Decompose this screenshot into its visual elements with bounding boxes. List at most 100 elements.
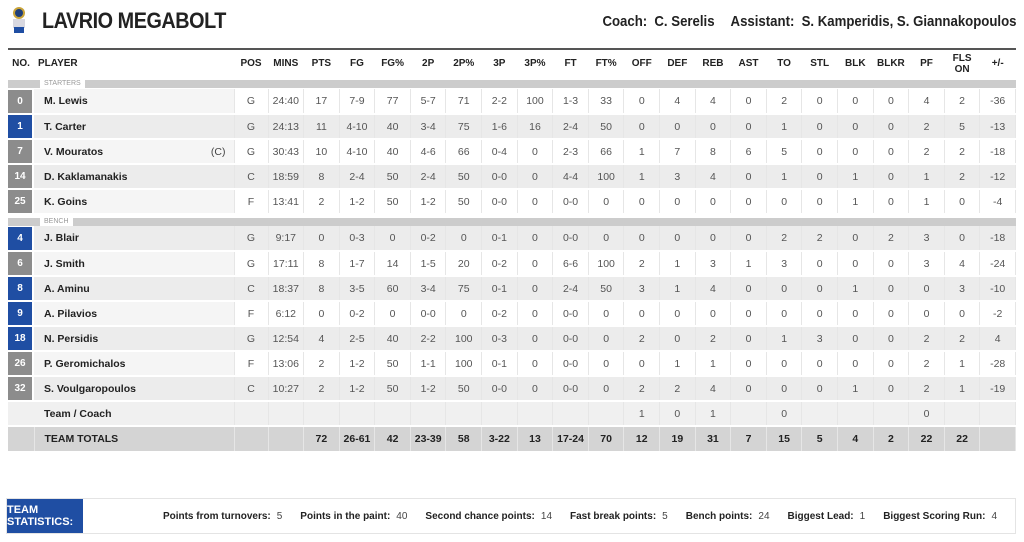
stat-mins [268, 401, 305, 427]
stat-ft: 2-3 [552, 139, 589, 165]
stat-2p: 0-0 [410, 301, 447, 327]
stat-mins: 10:27 [268, 376, 305, 402]
stat-to: 2 [766, 226, 803, 252]
column-header[interactable]: FLS ON [944, 48, 980, 77]
column-header[interactable]: +/- [979, 48, 1016, 77]
stat-3p: 0-0 [481, 164, 518, 190]
column-header[interactable]: TO [766, 48, 802, 77]
stat-pts: 8 [303, 164, 340, 190]
player-name[interactable]: A. Aminu [34, 276, 235, 302]
player-name[interactable]: A. Pilavios [34, 301, 235, 327]
stat-to: 0 [766, 301, 803, 327]
jersey-number-cell: 8 [8, 276, 34, 302]
stat-stl [801, 401, 838, 427]
column-header[interactable]: NO. [8, 48, 34, 77]
stat-fg-: 40 [374, 114, 411, 140]
stat-2p: 4-6 [410, 139, 447, 165]
stat-reb: 0 [695, 301, 732, 327]
stat-ast: 0 [730, 301, 767, 327]
stat-pts: 0 [303, 301, 340, 327]
team-stat-label: Points in the paint: [300, 510, 391, 522]
column-header[interactable]: 2P [410, 48, 446, 77]
stat-fls-on: 1 [944, 351, 981, 377]
player-name[interactable]: T. Carter [34, 114, 235, 140]
stat-3p: 0-4 [481, 139, 518, 165]
stat-fg: 7-9 [339, 89, 376, 115]
player-name[interactable]: S. Voulgaropoulos [34, 376, 235, 402]
stat-def: 1 [659, 276, 696, 302]
stat-3p: 0-1 [481, 276, 518, 302]
player-name[interactable]: D. Kaklamanakis [34, 164, 235, 190]
stat--: -18 [979, 139, 1016, 165]
column-header[interactable]: POS [234, 48, 268, 77]
column-header[interactable]: BLK [837, 48, 874, 77]
stat-def: 0 [659, 301, 696, 327]
team-stat-value: 40 [396, 510, 408, 522]
stat-fg: 3-5 [339, 276, 376, 302]
column-header[interactable]: FT% [588, 48, 624, 77]
section-label: BENCH [40, 216, 73, 227]
stat-off: 0 [623, 114, 661, 140]
column-header[interactable]: 3P [481, 48, 518, 77]
stat-3p-: 0 [517, 226, 554, 252]
column-header[interactable]: BLKR [873, 48, 909, 77]
stat-reb: 1 [695, 351, 732, 377]
team-stat-item: Points from turnovers: 5 [163, 511, 282, 522]
stat-ft: 2-4 [552, 276, 589, 302]
stat-pts: 0 [303, 226, 340, 252]
stat-off: 0 [623, 301, 661, 327]
column-header[interactable]: PTS [303, 48, 340, 77]
player-name[interactable]: M. Lewis [34, 89, 235, 115]
player-name[interactable]: J. Blair [34, 226, 235, 252]
column-header[interactable]: FG [339, 48, 375, 77]
player-row: 9 A. Pilavios F 6:12 0 0-2 0 0-0 0 0-2 0 0-0 0 0 0 0 0 0 0… [8, 301, 1016, 327]
team-stat-value: 5 [276, 510, 283, 522]
player-name[interactable]: N. Persidis [34, 326, 235, 352]
stat-fg: 1-7 [339, 251, 376, 277]
stat-3p-: 0 [517, 251, 554, 277]
column-header[interactable]: MINS [268, 48, 304, 77]
stat-ft-: 0 [588, 326, 625, 352]
section-label: STARTERS [40, 79, 85, 89]
stat-mins: 12:54 [268, 326, 305, 352]
player-row: 6 J. Smith G 17:11 8 1-7 14 1-5 20 0-2 0 6-6 100 2 1 3 1… [8, 251, 1016, 277]
column-header[interactable]: STL [801, 48, 838, 77]
stat-2p: 2-4 [410, 164, 447, 190]
stat--: -19 [979, 376, 1016, 402]
column-header[interactable]: FT [552, 48, 589, 77]
stat-blk: 0 [837, 301, 874, 327]
column-header[interactable]: DEF [659, 48, 696, 77]
player-name[interactable]: V. Mouratos (C) [34, 139, 235, 165]
column-header[interactable]: 3P% [517, 48, 553, 77]
stat--: -4 [979, 189, 1016, 215]
stat-blk: 0 [837, 139, 874, 165]
jersey-number-cell [8, 401, 34, 427]
stat-reb: 0 [695, 114, 732, 140]
stat-ft-: 0 [588, 351, 625, 377]
jersey-number-cell [8, 426, 35, 453]
player-name[interactable]: K. Goins [34, 189, 235, 215]
column-header[interactable]: 2P% [445, 48, 482, 77]
stat-def: 0 [659, 114, 696, 140]
player-row: 25 K. Goins F 13:41 2 1-2 50 1-2 50 0-0 0 0-0 0 0 0 0 0 0… [8, 189, 1016, 215]
column-header[interactable]: REB [695, 48, 731, 77]
team-logo [13, 7, 25, 33]
column-header[interactable]: PF [908, 48, 945, 77]
stat--: -2 [979, 301, 1016, 327]
stat-pts: 10 [303, 139, 340, 165]
stat-ast: 6 [730, 139, 767, 165]
column-header[interactable]: OFF [623, 48, 660, 77]
stat-ast: 0 [730, 376, 767, 402]
stat-mins: 9:17 [268, 226, 305, 252]
stat-2p-: 20 [445, 251, 483, 277]
column-header[interactable]: AST [730, 48, 767, 77]
stat-fg-: 60 [374, 276, 411, 302]
player-name[interactable]: P. Geromichalos [34, 351, 235, 377]
column-header[interactable]: PLAYER [34, 48, 234, 77]
column-header[interactable]: FG% [374, 48, 411, 77]
stat-ast: 0 [730, 189, 767, 215]
stat--: -18 [979, 226, 1016, 252]
coach-name: C. Serelis [653, 13, 715, 30]
player-name[interactable]: J. Smith [34, 251, 235, 277]
stat-mins: 30:43 [268, 139, 305, 165]
